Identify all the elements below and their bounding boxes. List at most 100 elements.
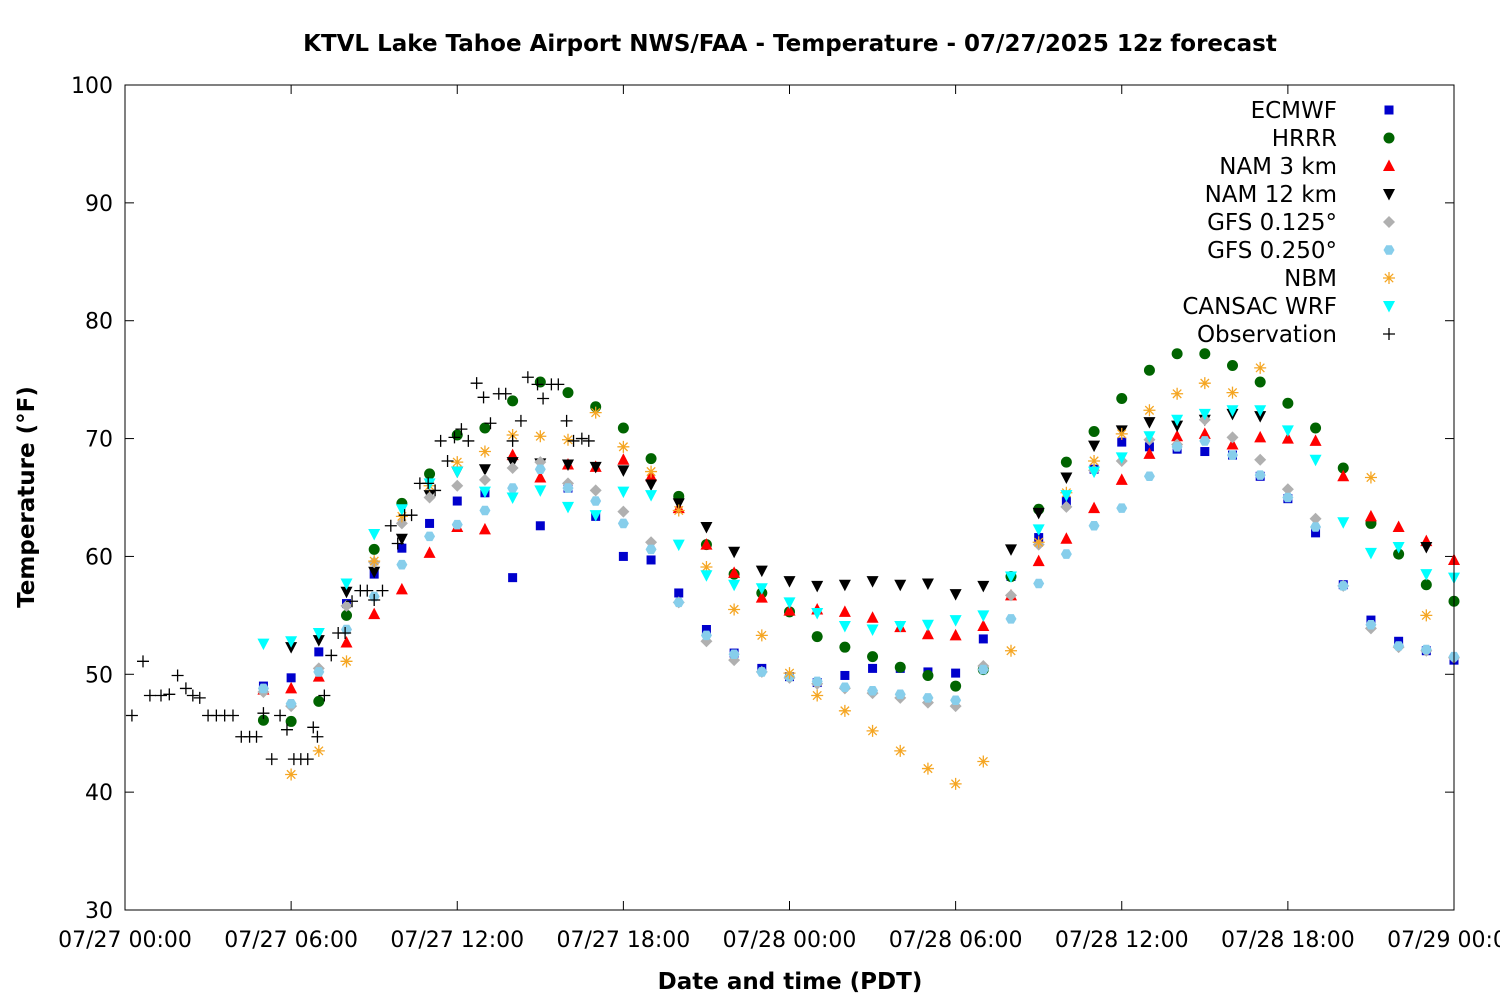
data-point bbox=[1005, 644, 1017, 657]
y-tick-label: 100 bbox=[71, 74, 113, 99]
data-point bbox=[451, 466, 464, 479]
data-point bbox=[478, 464, 491, 476]
data-point bbox=[1143, 431, 1156, 443]
data-point bbox=[645, 544, 657, 555]
data-point bbox=[589, 510, 602, 522]
data-point bbox=[1088, 440, 1101, 453]
data-point bbox=[674, 588, 684, 598]
data-point bbox=[1309, 434, 1322, 446]
data-point bbox=[1060, 472, 1073, 484]
data-point bbox=[582, 434, 595, 447]
data-point bbox=[507, 483, 519, 493]
data-point bbox=[478, 522, 491, 535]
data-point bbox=[868, 663, 878, 673]
data-point bbox=[405, 509, 418, 522]
data-point bbox=[1117, 437, 1127, 447]
data-point bbox=[1420, 542, 1433, 554]
data-point bbox=[783, 597, 796, 609]
y-tick-label: 60 bbox=[85, 545, 113, 570]
data-point bbox=[755, 583, 768, 595]
data-point bbox=[422, 477, 435, 490]
legend-label: HRRR bbox=[1272, 126, 1337, 152]
data-point bbox=[434, 434, 447, 447]
legend-marker bbox=[1383, 189, 1395, 201]
data-point bbox=[1337, 581, 1349, 591]
data-point bbox=[562, 501, 574, 514]
x-tick-label: 07/27 12:00 bbox=[390, 928, 524, 953]
data-point bbox=[1032, 507, 1045, 520]
data-point bbox=[1088, 454, 1101, 467]
data-point bbox=[514, 414, 527, 427]
data-point bbox=[1088, 501, 1101, 514]
data-point bbox=[921, 619, 934, 632]
data-point bbox=[384, 519, 397, 532]
data-point bbox=[1115, 427, 1128, 440]
data-point bbox=[811, 676, 823, 687]
data-point bbox=[397, 543, 407, 553]
data-point bbox=[534, 430, 547, 443]
y-tick-label: 80 bbox=[85, 310, 113, 335]
data-point bbox=[395, 504, 408, 516]
data-point bbox=[368, 607, 381, 620]
data-point bbox=[949, 777, 962, 790]
data-point bbox=[1364, 471, 1377, 484]
data-point bbox=[1309, 512, 1322, 525]
data-point bbox=[136, 655, 149, 668]
data-point bbox=[285, 698, 297, 709]
data-point bbox=[499, 387, 512, 400]
data-point bbox=[451, 479, 464, 492]
data-point bbox=[783, 576, 796, 588]
x-tick-label: 07/28 18:00 bbox=[1221, 928, 1355, 953]
data-point bbox=[179, 682, 192, 695]
x-tick-label: 07/27 06:00 bbox=[224, 928, 358, 953]
data-point bbox=[535, 521, 545, 531]
data-point bbox=[617, 440, 630, 453]
data-point bbox=[301, 753, 314, 766]
data-point bbox=[1115, 452, 1128, 464]
x-tick-label: 07/28 12:00 bbox=[1055, 928, 1189, 953]
data-point bbox=[562, 459, 574, 471]
data-point bbox=[478, 486, 491, 499]
data-point bbox=[589, 461, 602, 474]
data-point bbox=[1143, 447, 1156, 459]
data-point bbox=[811, 689, 824, 702]
data-point bbox=[840, 670, 850, 680]
x-axis-label: Date and time (PDT) bbox=[658, 969, 923, 995]
legend-marker bbox=[1383, 132, 1395, 144]
data-point bbox=[424, 531, 436, 542]
data-point bbox=[617, 518, 629, 529]
data-point bbox=[479, 422, 491, 434]
data-point bbox=[325, 649, 338, 662]
data-point bbox=[977, 664, 989, 675]
data-point bbox=[783, 667, 796, 680]
data-point bbox=[560, 414, 573, 427]
data-point bbox=[314, 647, 324, 657]
data-point bbox=[1198, 408, 1211, 421]
data-point bbox=[429, 484, 442, 497]
data-point bbox=[226, 709, 239, 722]
data-point bbox=[368, 594, 381, 607]
legend-marker bbox=[1383, 245, 1395, 255]
data-point bbox=[391, 537, 404, 550]
data-point bbox=[448, 431, 461, 444]
data-point bbox=[534, 470, 547, 483]
data-point bbox=[534, 485, 547, 497]
chart-title: KTVL Lake Tahoe Airport NWS/FAA - Temper… bbox=[303, 31, 1277, 57]
data-point bbox=[839, 682, 851, 693]
data-point bbox=[340, 586, 353, 599]
data-point bbox=[1060, 549, 1072, 559]
data-point bbox=[506, 462, 519, 475]
data-point bbox=[1143, 404, 1156, 417]
legend-marker bbox=[1383, 159, 1395, 171]
data-point bbox=[477, 391, 490, 404]
data-point bbox=[645, 479, 658, 492]
data-point bbox=[1060, 490, 1073, 502]
legend-label: Observation bbox=[1197, 322, 1337, 348]
data-point bbox=[1005, 544, 1017, 556]
data-point bbox=[285, 636, 298, 648]
data-point bbox=[562, 387, 574, 399]
data-point bbox=[700, 521, 713, 534]
data-point bbox=[455, 423, 468, 436]
legend-marker bbox=[1383, 216, 1395, 228]
